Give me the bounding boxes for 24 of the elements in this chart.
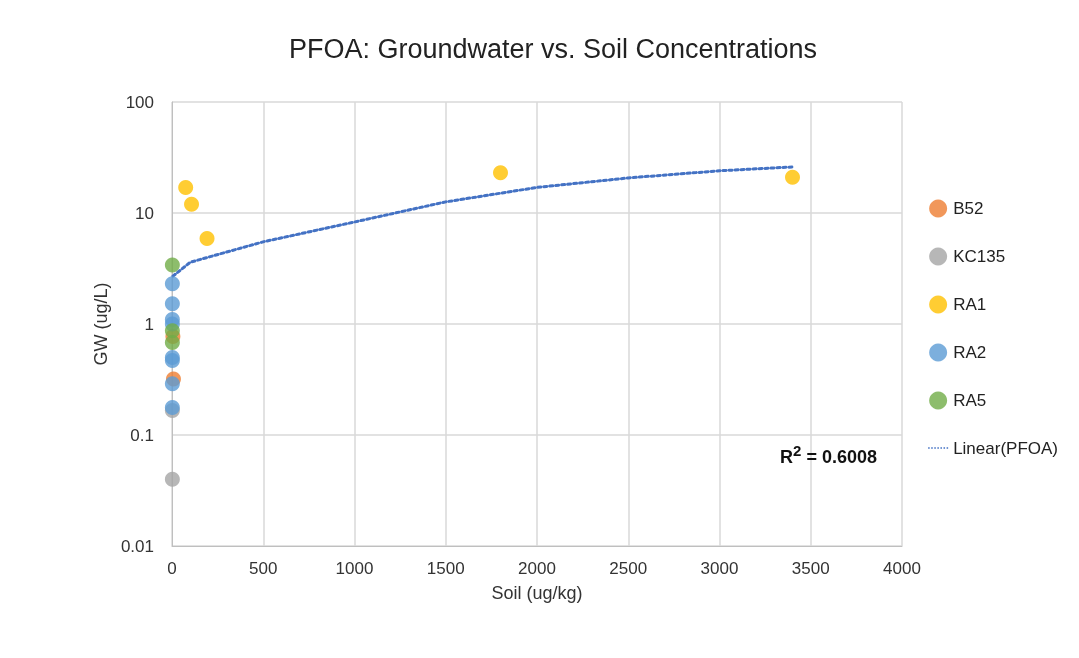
legend-label: RA2 bbox=[953, 343, 987, 362]
y-tick-label: 100 bbox=[125, 92, 154, 112]
y-tick-label: 0.01 bbox=[120, 536, 154, 556]
y-axis-title: GW (ug/L) bbox=[91, 282, 112, 366]
x-tick-label: 4000 bbox=[883, 559, 921, 578]
x-axis-title: Soil (ug/kg) bbox=[491, 583, 583, 603]
chart-title: PFOA: Groundwater vs. Soil Concentrations bbox=[288, 33, 818, 64]
x-tick-label: 0 bbox=[167, 559, 177, 578]
legend-label: Linear(PFOA) bbox=[953, 438, 1059, 458]
legend-label: RA5 bbox=[953, 391, 987, 410]
x-tick-label: 2000 bbox=[518, 559, 556, 578]
y-tick-label: 10 bbox=[135, 203, 154, 223]
x-tick-label: 3500 bbox=[791, 559, 830, 578]
x-tick-label: 3000 bbox=[700, 559, 739, 578]
x-tick-label: 1500 bbox=[426, 559, 465, 578]
y-tick-label: 0.1 bbox=[130, 425, 154, 445]
legend-label: RA1 bbox=[953, 295, 987, 314]
x-tick-label: 500 bbox=[249, 559, 278, 578]
x-tick-label: 2500 bbox=[609, 559, 648, 578]
x-tick-label: 1000 bbox=[335, 559, 374, 578]
legend-label: B52 bbox=[953, 199, 984, 218]
legend-label: KC135 bbox=[953, 247, 1006, 266]
annotation: R$^{2}$ = 0.6008 bbox=[780, 442, 877, 468]
y-tick-label: 1 bbox=[144, 314, 154, 334]
